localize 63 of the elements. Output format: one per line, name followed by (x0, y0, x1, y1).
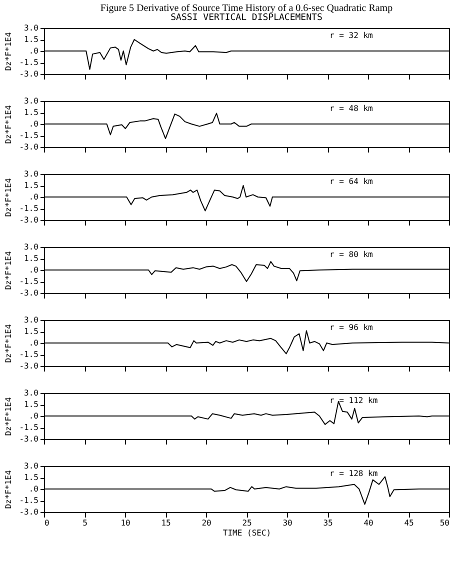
y-tick-label: 1.5 (24, 327, 39, 336)
y-axis-title: Dz*F*1E4 (4, 32, 14, 71)
y-tick-label: 1.5 (24, 400, 39, 409)
y-tick-label: 3.0 (24, 170, 39, 178)
y-tick-label: .0 (28, 266, 39, 274)
x-tick-label: 20 (202, 518, 212, 528)
annotation: r = 112 km (330, 396, 378, 405)
y-tick-label: -1.5 (19, 131, 39, 140)
x-tick-label: 25 (242, 518, 252, 528)
x-tick-label: 45 (404, 518, 414, 528)
chart-title: Figure 5 Derivative of Source Time History of a 0.6-sec Quadratic Ramp (100, 3, 393, 14)
y-tick-label: -3.0 (19, 216, 39, 224)
y-tick-label: -1.5 (19, 204, 39, 213)
y-tick-label: 3.0 (24, 24, 39, 32)
y-tick-label: -3.0 (19, 362, 39, 370)
annotation: r = 80 km (330, 250, 374, 259)
y-tick-label: -1.5 (19, 423, 39, 432)
x-tick-label: 35 (323, 518, 333, 528)
annotation: r = 32 km (330, 31, 374, 40)
x-axis-title: TIME (SEC) (222, 528, 272, 538)
y-tick-label: .0 (28, 192, 39, 202)
y-tick-label: .0 (28, 120, 39, 128)
y-tick-label: 1.5 (24, 181, 39, 190)
y-tick-label: 3.0 (24, 316, 39, 324)
y-tick-label: -3.0 (19, 70, 39, 78)
x-tick-label: 0 (44, 518, 50, 528)
y-tick-label: -1.5 (19, 277, 39, 286)
y-axis-title: Dz*F*1E4 (4, 397, 14, 436)
y-axis-title: Dz*F*1E4 (4, 470, 14, 509)
y-tick-label: 3.0 (24, 388, 39, 398)
y-tick-label: 1.5 (24, 254, 39, 263)
y-axis-title: Dz*F*1E4 (4, 251, 14, 290)
y-tick-label: 3.0 (24, 462, 39, 470)
y-axis-title: Dz*F*1E4 (4, 105, 14, 144)
x-tick-label: 10 (120, 518, 130, 528)
x-tick-label: 50 (440, 518, 450, 528)
y-axis-title: Dz*F*1E4 (4, 324, 14, 363)
x-tick-label: 15 (161, 518, 171, 528)
x-tick-label: 30 (282, 518, 292, 528)
y-tick-label: 1.5 (24, 473, 39, 482)
y-tick-label: .0 (28, 412, 39, 420)
y-tick-label: -1.5 (19, 350, 39, 359)
y-tick-label: 1.5 (24, 108, 39, 117)
chart-subtitle: SASSI VERTICAL DISPLACEMENTS (170, 13, 322, 23)
x-tick-label: 40 (364, 518, 374, 528)
y-tick-label: .0 (28, 338, 39, 348)
y-tick-label: -3.0 (19, 434, 39, 444)
annotation: r = 96 km (330, 323, 374, 332)
y-tick-label: -3.0 (19, 288, 39, 298)
y-tick-label: -1.5 (19, 58, 39, 67)
y-tick-label: 1.5 (24, 35, 39, 44)
y-tick-label: -1.5 (19, 496, 39, 505)
y-tick-label: 3.0 (24, 96, 39, 106)
y-tick-label: 3.0 (24, 242, 39, 252)
annotation: r = 64 km (330, 177, 374, 186)
annotation: r = 128 km (330, 469, 378, 478)
annotation: r = 48 km (330, 104, 374, 113)
y-tick-label: .0 (28, 484, 39, 494)
y-axis-title: Dz*F*1E4 (4, 178, 14, 217)
y-tick-label: -3.0 (19, 508, 39, 516)
y-tick-label: -3.0 (19, 142, 39, 152)
y-tick-label: .0 (28, 46, 39, 56)
x-tick-label: 5 (82, 518, 88, 528)
